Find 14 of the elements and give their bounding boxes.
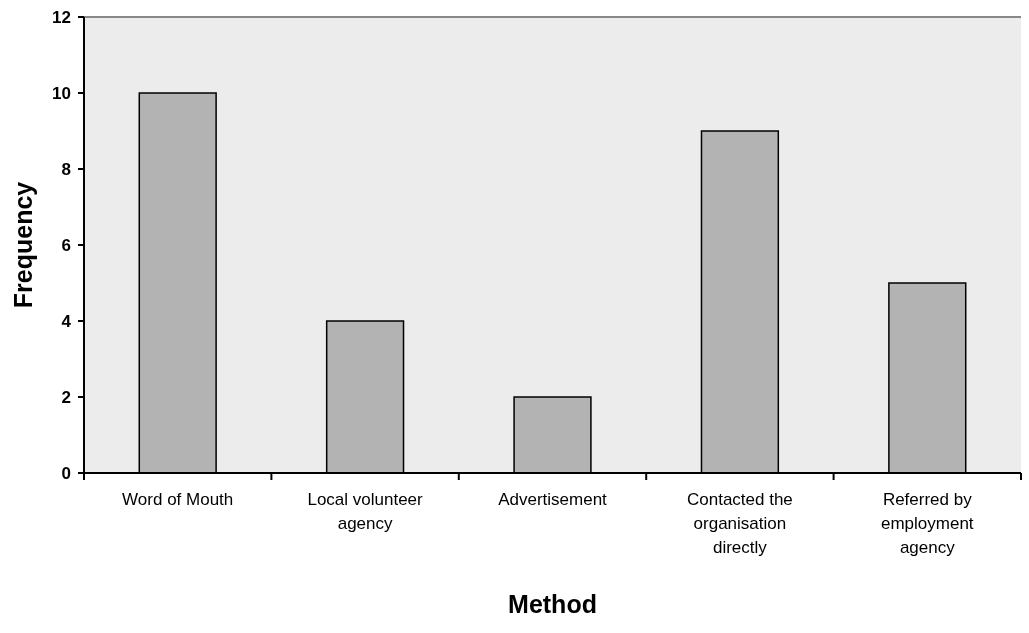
x-tick-label: Referred by employment agency (881, 490, 974, 557)
y-tick-label: 6 (61, 235, 71, 255)
x-tick-label: Word of Mouth (122, 490, 234, 509)
x-tick-label: Local volunteer agency (307, 490, 424, 533)
y-tick-label: 2 (61, 387, 71, 407)
y-tick-label: 10 (52, 83, 71, 103)
y-tick-label: 0 (61, 463, 71, 483)
x-axis-title: Method (508, 590, 597, 618)
y-tick-label: 12 (52, 7, 71, 27)
x-tick-label: Contacted the organisation directly (686, 490, 793, 557)
y-tick-label: 4 (61, 311, 72, 331)
x-tick-label: Advertisement (498, 490, 608, 509)
y-tick-label: 8 (61, 159, 71, 179)
y-axis-title: Frequency (9, 181, 37, 309)
